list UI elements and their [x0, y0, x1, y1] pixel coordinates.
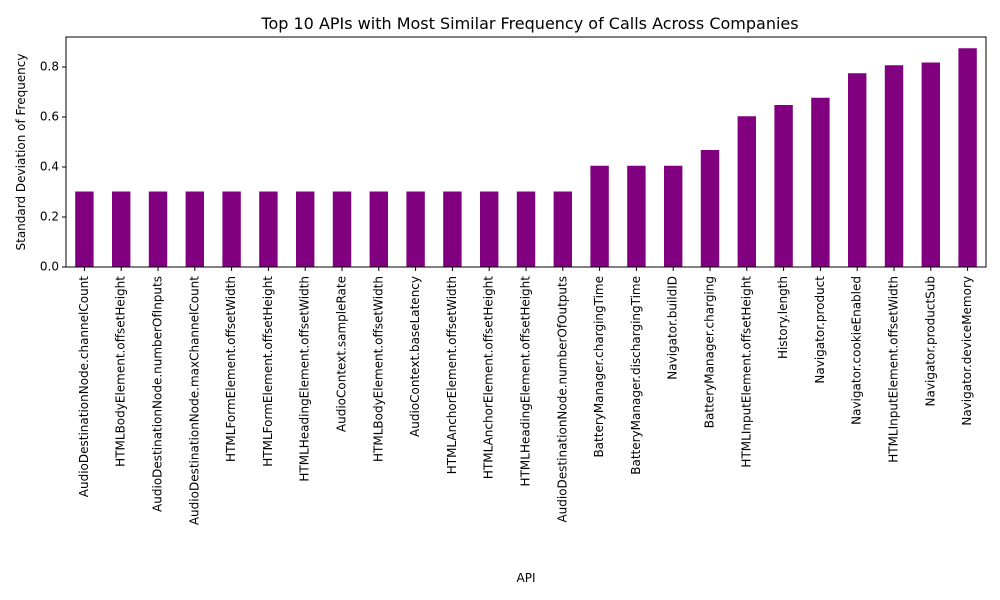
y-tick-label-2: 0.2 — [40, 210, 59, 224]
y-tick-label-1: 0.0 — [40, 260, 59, 274]
x-tick-label-20: History.length — [776, 276, 790, 359]
bar-7 — [296, 191, 315, 267]
x-tick-label-13: HTMLHeadingElement.offsetHeight — [519, 276, 533, 487]
y-tick-label-4: 0.6 — [40, 110, 59, 124]
bar-5 — [222, 191, 241, 267]
x-tick-label-17: Navigator.buildID — [666, 276, 680, 380]
x-tick-label-11: HTMLAnchorElement.offsetWidth — [445, 276, 459, 474]
bar-25 — [958, 48, 977, 267]
x-tick-label-8: AudioContext.sampleRate — [335, 276, 349, 432]
bars-group — [75, 48, 977, 267]
bar-11 — [443, 191, 462, 267]
x-tick-label-10: AudioContext.baseLatency — [408, 276, 422, 437]
x-tick-label-23: HTMLInputElement.offsetWidth — [887, 276, 901, 463]
bar-3 — [148, 191, 168, 267]
x-tick-label-21: Navigator.product — [813, 276, 827, 384]
bar-16 — [627, 165, 646, 267]
x-tick-label-1: AudioDestinationNode.channelCount — [77, 276, 91, 498]
bar-17 — [664, 165, 683, 267]
bar-15 — [590, 165, 609, 267]
bar-18 — [700, 150, 720, 267]
bar-6 — [259, 191, 278, 267]
bar-9 — [369, 191, 388, 267]
x-tick-label-22: Navigator.cookieEnabled — [850, 276, 864, 425]
bar-20 — [774, 105, 793, 267]
bar-1 — [75, 191, 94, 267]
bar-19 — [737, 116, 756, 267]
y-axis-label: Standard Deviation of Frequency — [14, 54, 28, 251]
bar-22 — [848, 73, 867, 267]
x-tick-label-4: AudioDestinationNode.maxChannelCount — [187, 276, 201, 525]
y-axis: 0.0 0.2 0.4 0.6 0.8 — [40, 60, 66, 274]
y-tick-label-5: 0.8 — [40, 60, 59, 74]
chart-title: Top 10 APIs with Most Similar Frequency … — [260, 14, 798, 33]
x-axis-label: API — [517, 571, 536, 585]
x-tick-label-3: AudioDestinationNode.numberOfInputs — [151, 276, 165, 512]
bar-2 — [112, 191, 131, 267]
x-tick-label-15: BatteryManager.chargingTime — [592, 276, 606, 458]
bar-14 — [553, 191, 572, 267]
x-tick-label-19: HTMLInputElement.offsetHeight — [739, 276, 753, 468]
x-tick-label-14: AudioDestinationNode.numberOfOutputs — [555, 276, 569, 523]
y-tick-label-3: 0.4 — [40, 160, 59, 174]
x-tick-label-18: BatteryManager.charging — [703, 276, 717, 428]
bar-8 — [332, 191, 352, 267]
bar-12 — [480, 191, 499, 267]
x-tick-label-9: HTMLBodyElement.offsetWidth — [371, 276, 385, 462]
x-tick-label-2: HTMLBodyElement.offsetHeight — [114, 276, 128, 467]
x-tick-label-24: Navigator.productSub — [923, 276, 937, 406]
x-tick-label-7: HTMLHeadingElement.offsetWidth — [298, 276, 312, 482]
x-tick-label-12: HTMLAnchorElement.offsetHeight — [482, 276, 496, 479]
bar-24 — [921, 62, 940, 267]
bar-13 — [516, 191, 536, 267]
x-tick-label-5: HTMLFormElement.offsetWidth — [224, 276, 238, 462]
bar-23 — [884, 65, 904, 267]
x-tick-label-16: BatteryManager.dischargingTime — [629, 276, 643, 475]
bar-4 — [185, 191, 204, 267]
bar-10 — [406, 191, 425, 267]
bar-21 — [811, 97, 830, 267]
x-tick-label-25: Navigator.deviceMemory — [960, 276, 974, 426]
x-tick-label-6: HTMLFormElement.offsetHeight — [261, 276, 275, 467]
x-axis: AudioDestinationNode.channelCount HTMLBod… — [77, 267, 974, 525]
